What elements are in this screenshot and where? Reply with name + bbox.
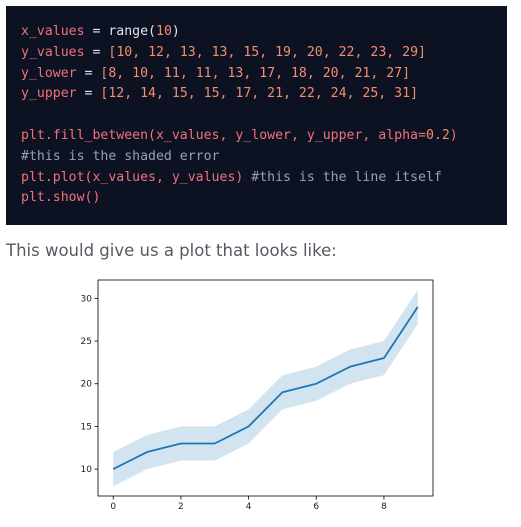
code-blank-line bbox=[21, 105, 507, 126]
error-band bbox=[113, 289, 418, 487]
code-token: x_values, y_values bbox=[92, 169, 236, 185]
code-token: range( bbox=[108, 24, 156, 39]
code-line: #this is the shaded error bbox=[21, 147, 507, 168]
code-line: plt.show() bbox=[21, 188, 507, 209]
code-token: ) bbox=[235, 169, 244, 185]
code-block: x_values = range(10) y_values = [10, 12,… bbox=[6, 6, 507, 225]
code-token: x_values bbox=[21, 24, 85, 39]
code-token: 0.2 bbox=[425, 127, 450, 143]
y-tick-label: 20 bbox=[81, 380, 93, 390]
code-token: ] bbox=[410, 86, 419, 102]
code-comment: #this is the shaded error bbox=[21, 148, 220, 164]
x-tick-label: 0 bbox=[110, 502, 116, 512]
code-token: ) bbox=[171, 24, 180, 39]
code-token: ] bbox=[418, 44, 426, 60]
code-token: = bbox=[76, 65, 101, 81]
y-tick-label: 25 bbox=[81, 337, 92, 347]
series-line bbox=[112, 306, 419, 470]
intro-text: This would give us a plot that looks lik… bbox=[6, 241, 337, 260]
y-tick-label: 15 bbox=[81, 422, 92, 432]
code-token: ] bbox=[402, 65, 411, 81]
code-token: 8, 10, 11, 11, 13, 17, 18, 20, 21, 27 bbox=[108, 65, 403, 81]
code-line: plt.fill_between(x_values, y_lower, y_up… bbox=[21, 126, 507, 147]
x-tick-label: 4 bbox=[246, 502, 252, 512]
code-token: plt.show bbox=[21, 190, 85, 206]
code-line: y_upper = [12, 14, 15, 15, 17, 21, 22, 2… bbox=[21, 84, 507, 105]
code-token: ) bbox=[449, 127, 458, 143]
code-token: y_upper bbox=[21, 86, 77, 102]
code-token: 10, 12, 13, 13, 15, 19, 20, 22, 23, 29 bbox=[116, 44, 419, 60]
plot-figure: 0 2 4 6 8 10 15 20 25 30 bbox=[0, 268, 521, 527]
code-token: y_values bbox=[21, 44, 85, 60]
code-comment: #this is the line itself bbox=[243, 169, 442, 185]
code-token: [ bbox=[100, 86, 109, 102]
code-line: y_lower = [8, 10, 11, 11, 13, 17, 18, 20… bbox=[21, 64, 507, 85]
axes-frame bbox=[97, 279, 434, 497]
code-token: 10 bbox=[156, 24, 172, 39]
code-line: y_values = [10, 12, 13, 13, 15, 19, 20, … bbox=[21, 43, 507, 64]
code-token: 12, 14, 15, 15, 17, 21, 22, 24, 25, 31 bbox=[108, 86, 411, 102]
code-line: x_values = range(10) bbox=[21, 22, 507, 43]
code-token: = bbox=[84, 44, 109, 60]
x-tick-label: 6 bbox=[313, 502, 319, 512]
code-token: [ bbox=[100, 65, 109, 81]
y-tick-label: 30 bbox=[81, 294, 93, 304]
code-token: = bbox=[84, 24, 109, 39]
x-tick-label: 8 bbox=[381, 502, 387, 512]
y-tick-label: 10 bbox=[81, 465, 93, 475]
code-token: plt.plot( bbox=[21, 169, 93, 185]
line-chart: 0 2 4 6 8 10 15 20 25 30 bbox=[81, 279, 434, 512]
code-token: () bbox=[84, 190, 101, 206]
x-tick-label: 2 bbox=[178, 502, 184, 512]
code-token: [ bbox=[108, 44, 117, 60]
code-token: = bbox=[76, 86, 101, 102]
code-line: plt.plot(x_values, y_values) #this is th… bbox=[21, 168, 507, 189]
code-token: x_values, y_lower, y_upper, alpha= bbox=[155, 127, 426, 143]
code-token: plt.fill_between( bbox=[21, 127, 156, 143]
code-token: y_lower bbox=[21, 65, 77, 81]
